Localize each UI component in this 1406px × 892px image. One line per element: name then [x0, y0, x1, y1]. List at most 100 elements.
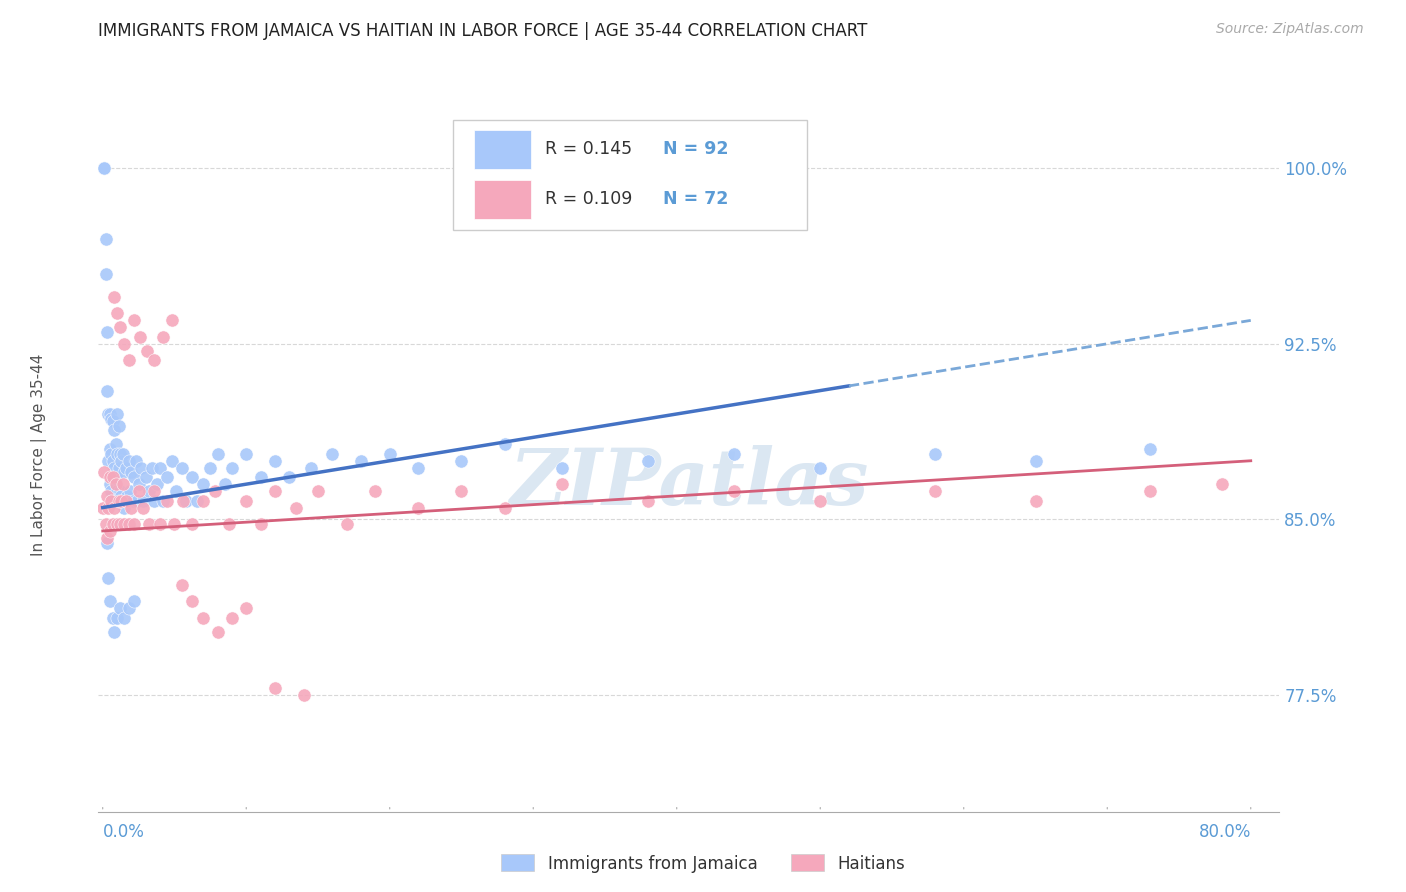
- Point: [174, 493, 197, 508]
- Point: [100, 484, 122, 499]
- Point: [93, 161, 115, 176]
- Point: [112, 516, 135, 531]
- Point: [98, 477, 121, 491]
- Point: [94, 267, 117, 281]
- Point: [108, 484, 131, 499]
- Point: [551, 477, 574, 491]
- Point: [249, 516, 271, 531]
- Point: [723, 484, 745, 499]
- Point: [124, 470, 146, 484]
- Point: [124, 516, 146, 531]
- Point: [97, 571, 120, 585]
- Point: [143, 493, 166, 508]
- Point: [117, 353, 139, 368]
- Point: [180, 470, 202, 484]
- Point: [1024, 493, 1046, 508]
- Point: [221, 460, 243, 475]
- Point: [180, 594, 202, 608]
- Point: [408, 500, 430, 515]
- Point: [112, 336, 135, 351]
- Point: [93, 161, 115, 176]
- Point: [96, 531, 118, 545]
- Point: [105, 610, 128, 624]
- Point: [350, 454, 373, 468]
- Point: [307, 484, 329, 499]
- Text: R = 0.145: R = 0.145: [546, 141, 648, 159]
- Point: [129, 330, 152, 344]
- Point: [156, 493, 179, 508]
- Point: [128, 484, 150, 499]
- Point: [278, 470, 301, 484]
- Point: [1211, 477, 1233, 491]
- Point: [249, 470, 271, 484]
- Point: [221, 610, 243, 624]
- Point: [101, 610, 124, 624]
- Point: [117, 454, 139, 468]
- Point: [117, 601, 139, 615]
- Point: [138, 516, 160, 531]
- Point: [193, 610, 215, 624]
- Point: [103, 624, 125, 639]
- Point: [98, 442, 121, 456]
- Point: [494, 500, 516, 515]
- Point: [98, 470, 121, 484]
- Point: [808, 493, 831, 508]
- Point: [124, 313, 146, 327]
- Point: [110, 493, 132, 508]
- Point: [103, 493, 125, 508]
- Point: [101, 470, 124, 484]
- Point: [723, 447, 745, 461]
- Point: [105, 516, 128, 531]
- Point: [193, 477, 215, 491]
- Point: [1139, 442, 1161, 456]
- Text: N = 92: N = 92: [664, 141, 728, 159]
- Point: [170, 578, 193, 592]
- Point: [193, 493, 215, 508]
- Point: [143, 353, 166, 368]
- Point: [1024, 454, 1046, 468]
- Point: [285, 500, 308, 515]
- Point: [450, 484, 472, 499]
- Point: [180, 516, 202, 531]
- Point: [101, 414, 124, 428]
- Point: [96, 489, 118, 503]
- Point: [101, 454, 124, 468]
- Point: [117, 516, 139, 531]
- Point: [186, 493, 208, 508]
- Point: [336, 516, 359, 531]
- Text: 0.0%: 0.0%: [103, 823, 145, 841]
- Point: [128, 477, 150, 491]
- Point: [235, 493, 257, 508]
- Point: [235, 601, 257, 615]
- Point: [94, 231, 117, 245]
- Point: [156, 470, 179, 484]
- Point: [160, 313, 183, 327]
- Point: [149, 460, 172, 475]
- Point: [637, 493, 659, 508]
- Point: [100, 493, 122, 508]
- Point: [104, 477, 127, 491]
- Point: [115, 489, 138, 503]
- Point: [104, 437, 127, 451]
- Point: [93, 466, 115, 480]
- Point: [110, 489, 132, 503]
- Point: [138, 484, 160, 499]
- Point: [120, 466, 142, 480]
- Point: [103, 460, 125, 475]
- Point: [292, 688, 315, 702]
- Point: [143, 484, 166, 499]
- Point: [170, 460, 193, 475]
- Point: [218, 516, 240, 531]
- Point: [98, 594, 121, 608]
- Point: [125, 454, 148, 468]
- Point: [105, 306, 128, 320]
- Point: [114, 493, 136, 508]
- Point: [299, 460, 322, 475]
- Point: [124, 594, 146, 608]
- Point: [107, 460, 129, 475]
- Point: [98, 407, 121, 421]
- Point: [105, 447, 128, 461]
- Point: [132, 493, 155, 508]
- Point: [120, 500, 142, 515]
- Point: [172, 493, 194, 508]
